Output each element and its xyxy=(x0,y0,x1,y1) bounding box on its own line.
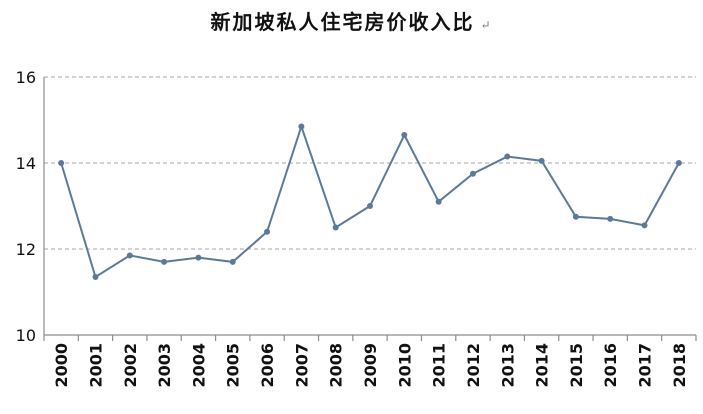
chart-title: 新加坡私人住宅房价收入比 ↵ xyxy=(0,6,703,35)
data-point xyxy=(332,224,339,231)
data-point xyxy=(538,157,545,164)
x-tick-label: 2006 xyxy=(258,343,277,388)
data-point xyxy=(607,215,614,222)
x-tick-label: 2001 xyxy=(86,343,105,388)
data-point xyxy=(504,153,511,160)
data-point xyxy=(298,123,305,130)
x-tick-label: 2011 xyxy=(430,343,449,388)
data-point xyxy=(641,222,648,229)
x-tick-label: 2005 xyxy=(224,343,243,388)
x-tick-label: 2003 xyxy=(155,343,174,388)
x-tick-label: 2016 xyxy=(601,343,620,388)
x-axis-tick-labels: 2000 2001 2002 2003 2004 2005 2006 2007 2008 2009… xyxy=(52,343,689,388)
x-tick-label: 2015 xyxy=(567,343,586,388)
data-point xyxy=(92,273,99,280)
data-point xyxy=(675,160,682,166)
x-tick-label: 2010 xyxy=(395,343,414,388)
data-point xyxy=(572,213,579,220)
axes xyxy=(43,77,697,341)
series-line xyxy=(60,123,680,279)
chart-title-text: 新加坡私人住宅房价收入比 xyxy=(210,10,475,34)
data-point xyxy=(229,258,236,265)
data-point xyxy=(126,252,133,259)
x-tick-label: 2007 xyxy=(292,343,311,388)
y-tick-label: 10 xyxy=(16,326,36,345)
x-tick-label: 2013 xyxy=(498,343,517,388)
y-tick-label: 12 xyxy=(16,240,36,259)
x-tick-label: 2012 xyxy=(464,343,483,388)
series xyxy=(58,123,682,280)
x-tick-label: 2008 xyxy=(327,343,346,388)
data-point xyxy=(435,198,442,205)
data-point xyxy=(58,160,65,166)
x-tick-label: 2002 xyxy=(121,343,140,388)
data-point xyxy=(264,228,271,235)
y-tick-label: 14 xyxy=(16,154,36,173)
x-tick-label: 2000 xyxy=(52,343,71,388)
y-tick-label: 16 xyxy=(16,68,36,87)
data-point xyxy=(195,254,202,261)
data-point xyxy=(401,132,408,139)
data-point xyxy=(469,170,476,177)
x-tick-label: 2004 xyxy=(189,343,208,388)
x-tick-label: 2014 xyxy=(533,343,552,388)
paragraph-mark-icon: ↵ xyxy=(480,18,493,32)
gridlines xyxy=(44,76,696,250)
x-tick-label: 2009 xyxy=(361,343,380,388)
x-tick-label: 2017 xyxy=(636,343,655,388)
x-tick-label: 2018 xyxy=(670,343,689,388)
y-axis-tick-labels: 10 12 14 16 xyxy=(16,68,36,345)
data-point xyxy=(367,203,373,209)
data-point xyxy=(161,258,168,265)
